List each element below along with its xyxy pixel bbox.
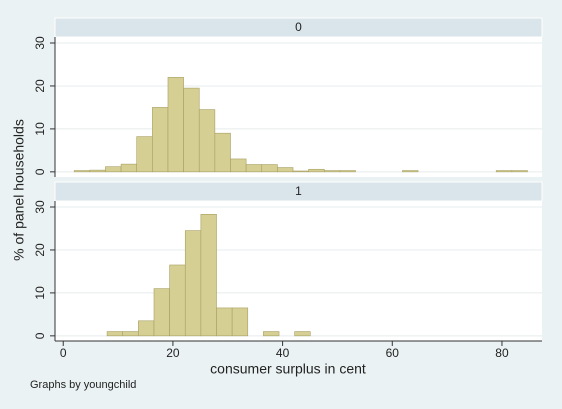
bar bbox=[292, 170, 309, 173]
bar bbox=[198, 109, 216, 173]
bar bbox=[167, 77, 184, 173]
y-tick-label: 20 bbox=[33, 79, 47, 93]
bar bbox=[200, 214, 217, 337]
y-tick-label: 10 bbox=[33, 286, 47, 300]
bar bbox=[308, 168, 325, 173]
x-tick-label: 20 bbox=[166, 346, 180, 360]
x-tick-label: 80 bbox=[495, 346, 509, 360]
bar bbox=[339, 170, 356, 173]
y-tick-label: 30 bbox=[33, 200, 47, 214]
panel-title: 0 bbox=[295, 20, 302, 34]
bar bbox=[511, 170, 528, 173]
panel-title: 1 bbox=[295, 184, 302, 198]
y-tick-label: 30 bbox=[33, 36, 47, 50]
bar bbox=[106, 331, 124, 337]
bar bbox=[105, 166, 122, 173]
bar bbox=[245, 164, 263, 173]
bar bbox=[122, 331, 139, 337]
bar bbox=[152, 107, 169, 173]
bar bbox=[214, 132, 231, 173]
bar bbox=[169, 264, 186, 337]
bar bbox=[323, 170, 341, 173]
y-tick-label: 0 bbox=[33, 332, 47, 339]
bar bbox=[183, 87, 200, 173]
bar bbox=[277, 167, 294, 173]
bar bbox=[495, 170, 513, 173]
bar bbox=[184, 230, 202, 337]
bar bbox=[136, 136, 153, 173]
x-tick-label: 60 bbox=[386, 346, 400, 360]
plot-area bbox=[55, 37, 542, 177]
y-axis-label: % of panel households bbox=[11, 119, 27, 261]
x-tick-label: 40 bbox=[276, 346, 290, 360]
bar bbox=[120, 163, 138, 173]
y-tick-label: 20 bbox=[33, 243, 47, 257]
bar bbox=[261, 164, 278, 173]
bar bbox=[294, 331, 311, 337]
plot-area bbox=[55, 201, 542, 341]
bar bbox=[73, 170, 91, 173]
y-tick-label: 0 bbox=[33, 168, 47, 175]
bar bbox=[263, 331, 280, 337]
y-tick-label: 10 bbox=[33, 122, 47, 136]
bar bbox=[216, 307, 233, 337]
note: Graphs by youngchild bbox=[30, 379, 136, 391]
bar bbox=[138, 320, 155, 337]
x-axis-label: consumer surplus in cent bbox=[210, 361, 366, 377]
bar bbox=[230, 158, 247, 173]
bar bbox=[153, 288, 170, 337]
bar bbox=[402, 170, 419, 173]
bar bbox=[89, 169, 106, 173]
x-tick-label: 0 bbox=[60, 346, 67, 360]
bar bbox=[231, 307, 249, 337]
